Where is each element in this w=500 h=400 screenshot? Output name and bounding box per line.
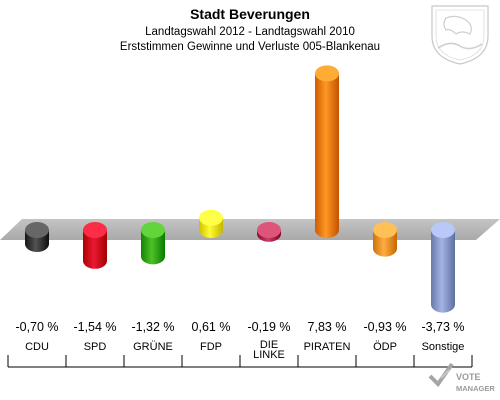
category-label-4: FDP [200, 341, 222, 353]
value-label-5: -0,19 % [247, 320, 290, 334]
coat-of-arms-icon [431, 5, 489, 65]
bar-top-2 [83, 222, 107, 238]
bar-3 [141, 222, 165, 265]
bar-body-2 [83, 230, 107, 269]
value-labels-group: -0,70 % -1,54 % -1,32 % 0,61 % -0,19 % 7,83 %… [15, 320, 464, 334]
category-axis: CDU SPD GRÜNE FDP DIE LINKE PIRATEN ÖDP Sonstige [7, 339, 473, 368]
bar-top-3 [141, 222, 165, 238]
bar-6 [315, 65, 339, 239]
bar-body-3 [141, 230, 165, 265]
value-label-7: -0,93 % [363, 320, 406, 334]
watermark-line-1: VOTE [456, 372, 481, 382]
chart-subtitle-2: Erststimmen Gewinne und Verluste 005-Bla… [120, 41, 380, 53]
value-label-2: -1,54 % [73, 320, 116, 334]
bar-body-6 [315, 73, 339, 239]
bar-2 [83, 222, 107, 269]
chart-subtitle-1: Landtagswahl 2012 - Landtagswahl 2010 [145, 26, 355, 38]
category-label-8: Sonstige [422, 341, 465, 353]
checkmark-icon [428, 362, 454, 388]
bar-top-6 [315, 65, 339, 82]
bar-top-7 [373, 222, 397, 238]
value-label-3: -1,32 % [131, 320, 174, 334]
bar-body-8 [431, 230, 455, 313]
value-label-8: -3,73 % [421, 320, 464, 334]
bar-top-1 [25, 222, 49, 238]
value-label-6: 7,83 % [308, 320, 347, 334]
bars-group [25, 65, 455, 313]
category-label-1: CDU [25, 341, 49, 353]
chart-title: Stadt Beverungen [190, 6, 310, 22]
category-label-2: SPD [84, 341, 107, 353]
value-label-1: -0,70 % [15, 320, 58, 334]
watermark-line-2: MANAGER [456, 384, 495, 393]
value-label-4: 0,61 % [192, 320, 231, 334]
category-label-3: GRÜNE [133, 341, 173, 353]
bar-5 [257, 222, 281, 242]
bar-top-8 [431, 222, 455, 238]
category-label-7: ÖDP [373, 341, 397, 353]
bar-top-5 [257, 222, 281, 238]
bar-4 [199, 209, 223, 238]
zero-shelf [0, 219, 500, 240]
category-label-6: PIRATEN [304, 341, 351, 353]
vote-manager-watermark: VOTE MANAGER [428, 362, 495, 393]
bar-top-4 [199, 209, 223, 226]
bar-7 [373, 222, 397, 257]
category-label-5: DIE LINKE [253, 339, 285, 361]
bar-8 [431, 222, 455, 313]
bar-1 [25, 222, 49, 252]
